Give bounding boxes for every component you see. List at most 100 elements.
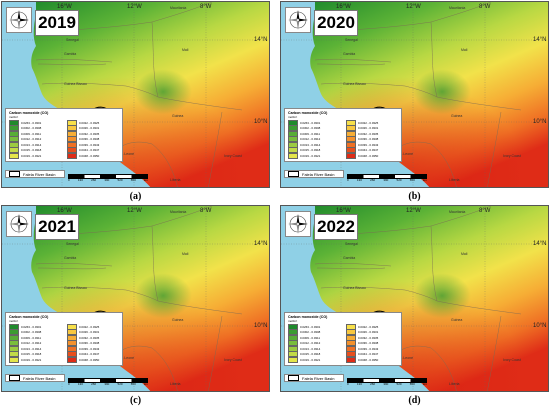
coord-label-8w: 8°W (200, 4, 212, 10)
coord-label-16w: 16°W (336, 4, 351, 10)
legend-swatch (9, 152, 19, 159)
scale-tick-label: 390 (104, 382, 110, 386)
legend-class-label: 0.0322 - 0.0325 (79, 324, 100, 329)
legend-swatch (67, 356, 77, 363)
scale-tick-label: 0 (68, 178, 70, 182)
year-label: 2021 (35, 214, 79, 240)
coord-label-14n: 14°N (254, 37, 268, 43)
legend-class-label: 0.0302 - 0.0308 (300, 126, 321, 131)
legend-class-label: 0.0309 - 0.0311 (300, 335, 321, 340)
legend-class-label: 0.0263 - 0.0301 (21, 324, 42, 329)
place-ivory-coast: Ivory Coast (503, 358, 521, 362)
year-label: 2019 (35, 10, 79, 36)
place-senegal: Senegal (345, 38, 358, 42)
legend-unit: mol/m² (9, 318, 19, 323)
scale-unit: km (143, 382, 148, 386)
legend-class-label: 0.0313 - 0.0314 (300, 346, 321, 351)
basin-legend: Falela River Basin (5, 374, 65, 382)
scale-tick-label: 390 (383, 382, 389, 386)
legend-class-label: 0.0319 - 0.0321 (21, 357, 42, 362)
coord-label-14n: 14°N (254, 241, 268, 247)
place-ivory-coast: Ivory Coast (224, 358, 242, 362)
legend-column-right: 0.0322 - 0.0325 0.0326 - 0.0331 0.0332 - 0… (346, 119, 398, 159)
scale-unit: km (143, 178, 148, 182)
legend-class-label: 0.0339 - 0.0343 (358, 346, 379, 351)
place-liberia: Liberia (170, 382, 181, 386)
scale-tick-label: 0 (347, 382, 349, 386)
place-mali: Mali (182, 252, 189, 256)
legend-class-label: 0.0348 - 0.0350 (358, 357, 379, 362)
coord-label-16w: 16°W (336, 208, 351, 214)
co-raster-map (2, 206, 269, 391)
scale-tick-label: 130 (77, 382, 83, 386)
legend-class-label: 0.0312 - 0.0312 (21, 341, 42, 346)
scale-bar: 0 130 260 390 520 650 km (347, 378, 427, 388)
scale-tick-label: 650 (130, 178, 136, 182)
scale-unit: km (422, 382, 427, 386)
place-sierra-leone: Sierra Leone (393, 152, 414, 156)
coord-label-16w: 16°W (57, 4, 72, 10)
place-sierra-leone: Sierra Leone (393, 356, 414, 360)
coord-label-8w: 8°W (200, 208, 212, 214)
scale-unit: km (422, 178, 427, 182)
legend-class-label: 0.0319 - 0.0321 (300, 153, 321, 158)
legend-class-label: 0.0263 - 0.0301 (21, 120, 42, 125)
co-legend: Carbon monoxide (CO) mol/m² 0.0263 - 0.0… (5, 312, 123, 366)
co-raster-map (281, 206, 548, 391)
basin-legend: Falela River Basin (5, 170, 65, 178)
map-panel-2020: 2020 16°W 12°W 8°W 14°N 10°N Mauritania … (280, 1, 549, 188)
place-liberia: Liberia (170, 178, 181, 182)
place-guinea: Guinea (451, 114, 463, 118)
basin-outline-swatch (9, 375, 20, 381)
scale-tick-label: 260 (370, 178, 376, 182)
coord-label-8w: 8°W (479, 4, 491, 10)
place-ivory-coast: Ivory Coast (503, 154, 521, 158)
legend-class-label: 0.0313 - 0.0314 (300, 142, 321, 147)
legend-swatch (67, 152, 77, 159)
place-mali: Mali (461, 252, 468, 256)
legend-class-label: 0.0263 - 0.0301 (300, 324, 321, 329)
legend-class-label: 0.0319 - 0.0321 (300, 357, 321, 362)
legend-class: 0.0319 - 0.0321 (9, 152, 61, 159)
coord-label-12w: 12°W (127, 4, 142, 10)
legend-class: 0.0319 - 0.0321 (288, 356, 340, 363)
scale-tick-label: 260 (91, 382, 97, 386)
scale-tick-label: 650 (130, 382, 136, 386)
legend-column-right: 0.0322 - 0.0325 0.0326 - 0.0331 0.0332 - 0… (67, 119, 119, 159)
coord-label-10n: 10°N (254, 323, 268, 329)
legend-class-label: 0.0315 - 0.0318 (21, 352, 42, 357)
legend-swatch (288, 356, 298, 363)
place-liberia: Liberia (449, 178, 460, 182)
basin-legend-label: Falela River Basin (302, 375, 335, 381)
place-mali: Mali (461, 48, 468, 52)
place-guinea-bissau: Guinea Bissau (64, 82, 87, 86)
place-guinea-bissau: Guinea Bissau (343, 286, 366, 290)
legend-class-label: 0.0315 - 0.0318 (21, 148, 42, 153)
scale-tick-label: 520 (396, 178, 402, 182)
legend-class-label: 0.0344 - 0.0347 (358, 148, 379, 153)
scale-tick-label: 130 (356, 382, 362, 386)
place-gambia: Gambia (343, 256, 356, 260)
place-mali: Mali (182, 48, 189, 52)
legend-unit: mol/m² (9, 114, 19, 119)
co-legend: Carbon monoxide (CO) mol/m² 0.0263 - 0.0… (5, 108, 123, 162)
co-legend: Carbon monoxide (CO) mol/m² 0.0263 - 0.0… (284, 312, 402, 366)
coord-label-10n: 10°N (533, 119, 547, 125)
legend-class-label: 0.0302 - 0.0308 (300, 330, 321, 335)
legend-class-label: 0.0336 - 0.0338 (358, 137, 379, 142)
legend-column-left: 0.0263 - 0.0301 0.0302 - 0.0308 0.0309 - 0… (9, 323, 61, 363)
legend-swatch (346, 152, 356, 159)
place-senegal: Senegal (66, 242, 79, 246)
basin-outline-swatch (288, 375, 299, 381)
legend-class: 0.0348 - 0.0350 (346, 356, 398, 363)
place-senegal: Senegal (345, 242, 358, 246)
scale-tick-label: 520 (396, 382, 402, 386)
place-mauritania: Mauritania (449, 210, 466, 214)
basin-legend-label: Falela River Basin (302, 171, 335, 177)
legend-class: 0.0319 - 0.0321 (288, 152, 340, 159)
legend-unit: mol/m² (288, 114, 298, 119)
map-panel-2022: 2022 16°W 12°W 8°W 14°N 10°N Mauritania … (280, 205, 549, 392)
basin-legend: Falela River Basin (284, 374, 344, 382)
legend-class-label: 0.0336 - 0.0338 (358, 341, 379, 346)
coord-label-12w: 12°W (127, 208, 142, 214)
